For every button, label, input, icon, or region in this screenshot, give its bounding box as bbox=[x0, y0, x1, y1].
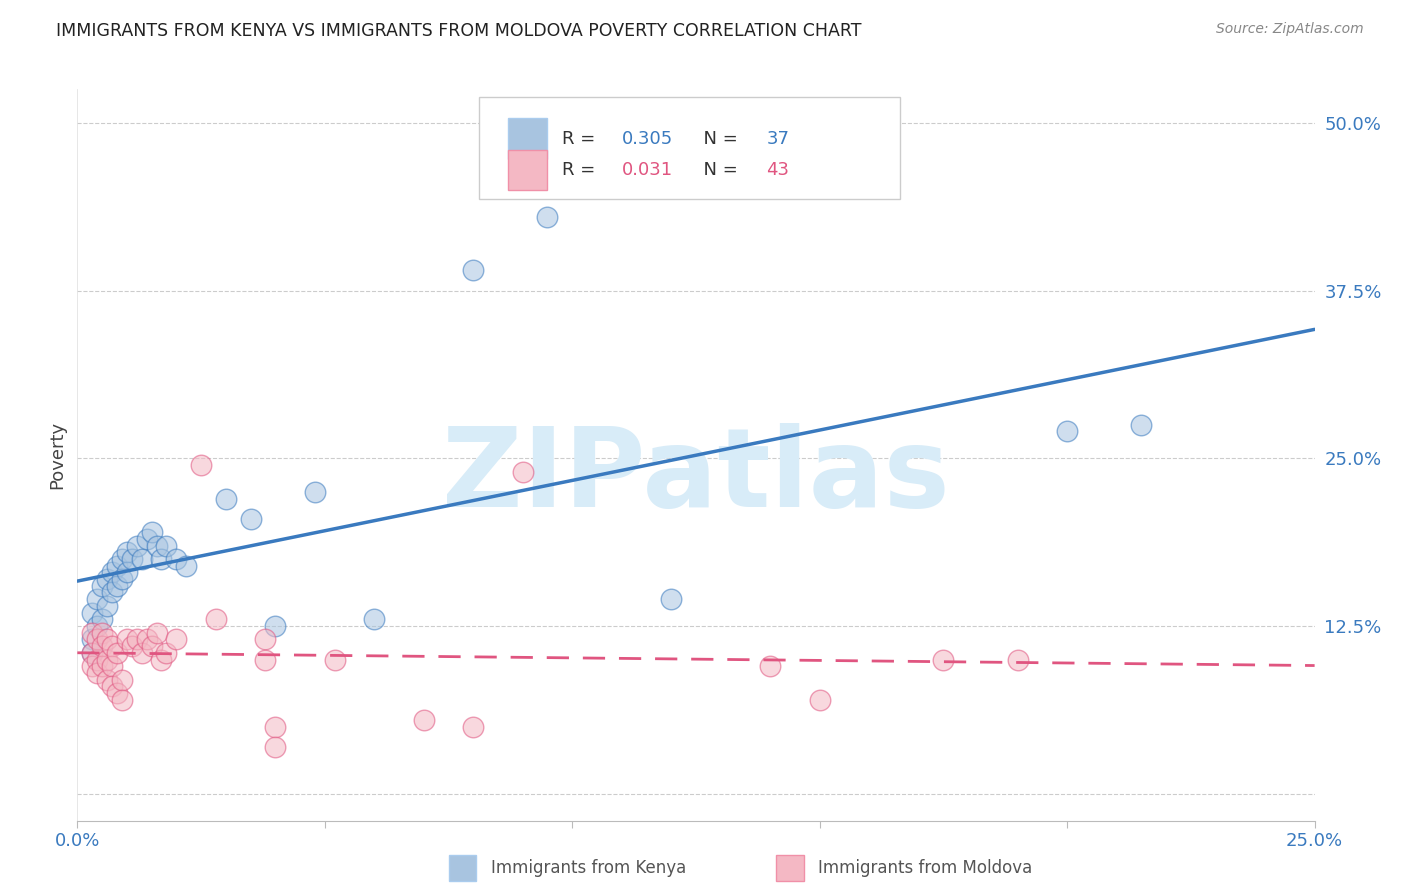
Point bbox=[264, 619, 287, 633]
Point bbox=[82, 659, 104, 673]
Point bbox=[86, 665, 108, 680]
Point bbox=[111, 673, 134, 687]
Point bbox=[254, 632, 277, 647]
Bar bbox=[776, 855, 804, 881]
Bar bbox=[508, 119, 547, 159]
Point bbox=[96, 652, 118, 666]
Point bbox=[215, 491, 238, 506]
Text: Immigrants from Moldova: Immigrants from Moldova bbox=[818, 859, 1033, 877]
Point bbox=[536, 210, 558, 224]
Point bbox=[190, 458, 212, 472]
Point bbox=[96, 572, 118, 586]
Point bbox=[105, 686, 128, 700]
Point bbox=[86, 619, 108, 633]
Point bbox=[91, 625, 114, 640]
Point bbox=[105, 646, 128, 660]
Point bbox=[145, 625, 167, 640]
Point bbox=[131, 646, 153, 660]
Text: N =: N = bbox=[692, 129, 744, 147]
Point bbox=[135, 532, 157, 546]
Point bbox=[512, 465, 534, 479]
Point bbox=[323, 652, 346, 666]
Point bbox=[91, 579, 114, 593]
Point bbox=[115, 545, 138, 559]
Point bbox=[1056, 425, 1078, 439]
Point bbox=[141, 639, 163, 653]
Text: IMMIGRANTS FROM KENYA VS IMMIGRANTS FROM MOLDOVA POVERTY CORRELATION CHART: IMMIGRANTS FROM KENYA VS IMMIGRANTS FROM… bbox=[56, 22, 862, 40]
Point bbox=[254, 652, 277, 666]
Point bbox=[96, 673, 118, 687]
Point bbox=[155, 646, 177, 660]
Point bbox=[115, 632, 138, 647]
Point bbox=[82, 625, 104, 640]
Point bbox=[91, 612, 114, 626]
Point bbox=[1130, 417, 1153, 432]
Point bbox=[131, 552, 153, 566]
Text: R =: R = bbox=[562, 161, 602, 178]
Text: ZIPatlas: ZIPatlas bbox=[441, 424, 950, 531]
Point bbox=[145, 539, 167, 553]
Point bbox=[205, 612, 228, 626]
Point bbox=[96, 599, 118, 613]
Point bbox=[86, 632, 108, 647]
Point bbox=[101, 639, 124, 653]
Point bbox=[155, 539, 177, 553]
Point bbox=[111, 572, 134, 586]
Point bbox=[82, 646, 104, 660]
Text: R =: R = bbox=[562, 129, 602, 147]
Point bbox=[111, 693, 134, 707]
Point bbox=[91, 659, 114, 673]
Point bbox=[412, 713, 434, 727]
Point bbox=[174, 558, 197, 573]
Point bbox=[101, 659, 124, 673]
Point bbox=[135, 632, 157, 647]
Point bbox=[150, 652, 173, 666]
Point bbox=[165, 632, 187, 647]
Point bbox=[1007, 652, 1029, 666]
Y-axis label: Poverty: Poverty bbox=[48, 421, 66, 489]
Text: Source: ZipAtlas.com: Source: ZipAtlas.com bbox=[1216, 22, 1364, 37]
Point bbox=[101, 566, 124, 580]
Point bbox=[165, 552, 187, 566]
Point bbox=[239, 511, 262, 525]
Point bbox=[121, 639, 143, 653]
Point bbox=[463, 263, 485, 277]
Point bbox=[86, 592, 108, 607]
Bar bbox=[449, 855, 475, 881]
Point bbox=[82, 632, 104, 647]
Point bbox=[105, 579, 128, 593]
Point bbox=[111, 552, 134, 566]
Point bbox=[96, 632, 118, 647]
Point bbox=[808, 693, 831, 707]
Text: 0.305: 0.305 bbox=[621, 129, 673, 147]
Point bbox=[463, 720, 485, 734]
Point bbox=[105, 558, 128, 573]
Point bbox=[759, 659, 782, 673]
Text: 43: 43 bbox=[766, 161, 790, 178]
Point bbox=[264, 720, 287, 734]
Point bbox=[115, 566, 138, 580]
Point bbox=[363, 612, 385, 626]
Text: N =: N = bbox=[692, 161, 744, 178]
Point bbox=[82, 646, 104, 660]
Point bbox=[121, 552, 143, 566]
Point bbox=[659, 592, 682, 607]
Bar bbox=[508, 150, 547, 190]
Point bbox=[82, 606, 104, 620]
Point bbox=[304, 484, 326, 499]
Point bbox=[150, 552, 173, 566]
Text: 0.031: 0.031 bbox=[621, 161, 673, 178]
Point bbox=[141, 525, 163, 540]
Point bbox=[125, 632, 148, 647]
Point bbox=[932, 652, 955, 666]
Point bbox=[264, 739, 287, 754]
Point bbox=[101, 585, 124, 599]
Point bbox=[86, 652, 108, 666]
Point bbox=[125, 539, 148, 553]
Point bbox=[91, 639, 114, 653]
Text: Immigrants from Kenya: Immigrants from Kenya bbox=[491, 859, 686, 877]
FancyBboxPatch shape bbox=[479, 96, 900, 199]
Text: 37: 37 bbox=[766, 129, 790, 147]
Point bbox=[101, 680, 124, 694]
